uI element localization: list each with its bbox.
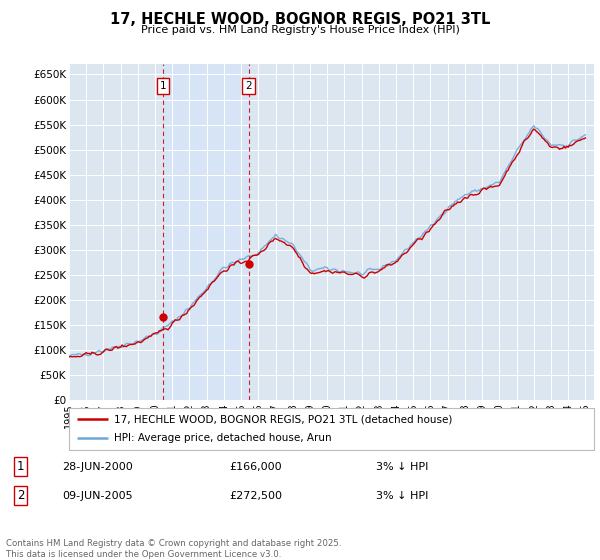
Text: 1: 1 <box>17 460 25 473</box>
Text: HPI: Average price, detached house, Arun: HPI: Average price, detached house, Arun <box>113 433 331 443</box>
Text: £272,500: £272,500 <box>229 491 283 501</box>
Bar <box>163 64 249 400</box>
Text: 1: 1 <box>160 81 166 91</box>
Text: Price paid vs. HM Land Registry's House Price Index (HPI): Price paid vs. HM Land Registry's House … <box>140 25 460 35</box>
Text: Contains HM Land Registry data © Crown copyright and database right 2025.
This d: Contains HM Land Registry data © Crown c… <box>6 539 341 559</box>
Text: 17, HECHLE WOOD, BOGNOR REGIS, PO21 3TL (detached house): 17, HECHLE WOOD, BOGNOR REGIS, PO21 3TL … <box>113 414 452 424</box>
Text: 2: 2 <box>245 81 252 91</box>
Text: £166,000: £166,000 <box>229 461 282 472</box>
Text: 3% ↓ HPI: 3% ↓ HPI <box>376 461 429 472</box>
FancyBboxPatch shape <box>69 408 594 450</box>
Text: 28-JUN-2000: 28-JUN-2000 <box>62 461 133 472</box>
Text: 09-JUN-2005: 09-JUN-2005 <box>62 491 133 501</box>
Text: 2: 2 <box>17 489 25 502</box>
Text: 17, HECHLE WOOD, BOGNOR REGIS, PO21 3TL: 17, HECHLE WOOD, BOGNOR REGIS, PO21 3TL <box>110 12 490 27</box>
Text: 3% ↓ HPI: 3% ↓ HPI <box>376 491 429 501</box>
